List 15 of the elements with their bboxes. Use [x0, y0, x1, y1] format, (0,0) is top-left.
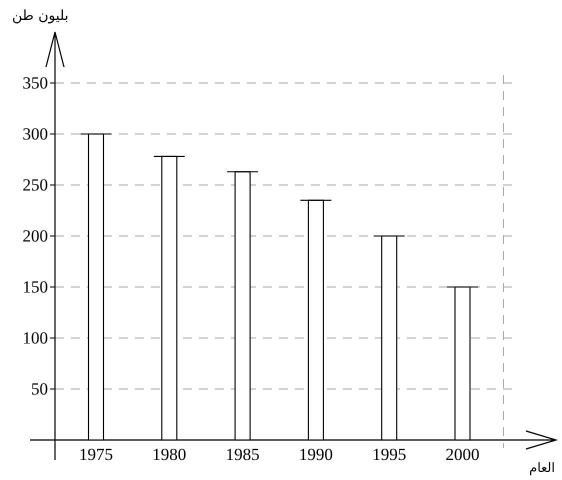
- y-tick-label: 200: [22, 226, 48, 246]
- x-axis-title: العام: [529, 461, 555, 476]
- x-tick-label: 2000: [446, 445, 480, 464]
- x-tick-label: 1980: [152, 445, 186, 464]
- y-tick-label: 150: [22, 278, 48, 296]
- y-tick-label: 250: [22, 176, 48, 194]
- y-tick-label: 350: [22, 74, 48, 92]
- x-tick-label: 1975: [79, 445, 113, 464]
- x-tick-label: 1990: [298, 445, 333, 464]
- y-axis-title: بليون طن: [12, 8, 69, 24]
- x-tick-label: 1985: [226, 445, 260, 464]
- y-tick-label: 50: [31, 380, 48, 398]
- y-tick-label: 300: [22, 124, 48, 144]
- y-tick-label: 100: [22, 328, 48, 348]
- x-tick-label: 1995: [372, 445, 406, 464]
